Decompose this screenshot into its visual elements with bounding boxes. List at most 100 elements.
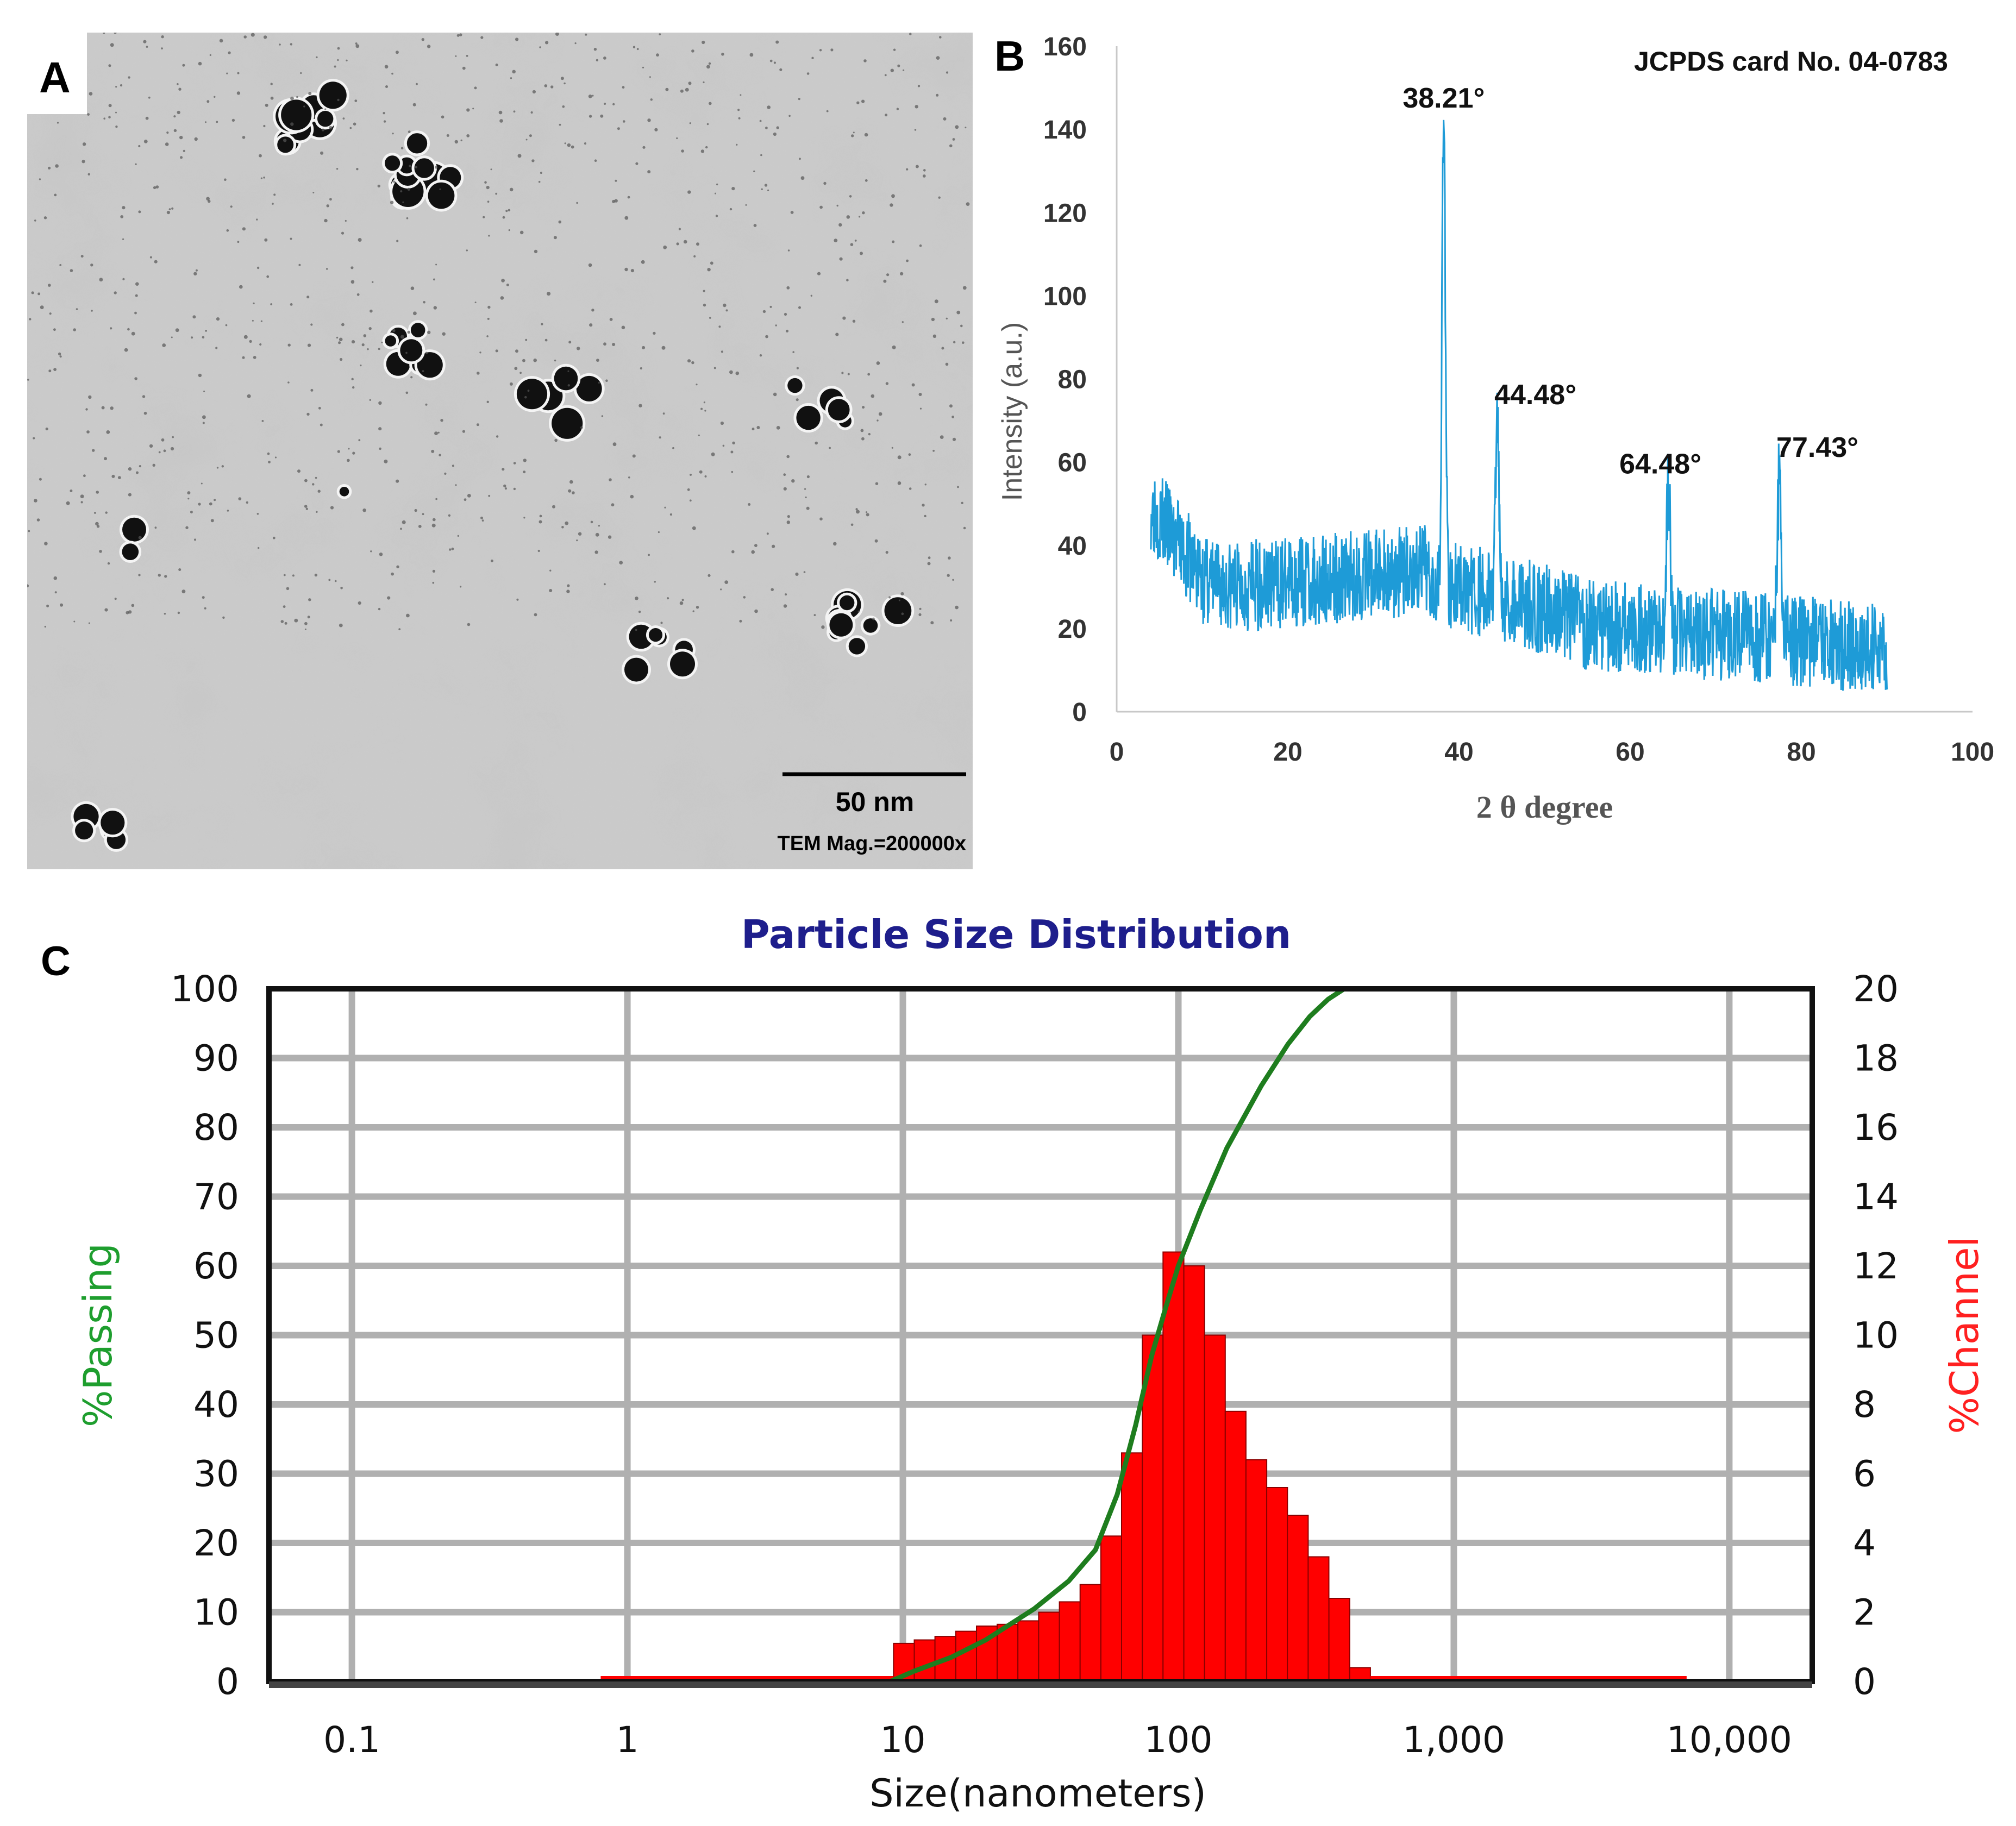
speckle: [377, 184, 380, 188]
nanoparticle: [828, 399, 850, 421]
speckle: [558, 220, 562, 224]
speckle: [788, 115, 791, 117]
speckle: [341, 231, 345, 235]
speckle: [850, 523, 854, 526]
psd-x-tick-label: 0.1: [323, 1719, 380, 1761]
speckle: [876, 419, 879, 422]
nanoparticle: [400, 339, 423, 362]
speckle: [320, 423, 323, 426]
nanoparticle: [410, 323, 425, 337]
speckle: [172, 436, 174, 438]
speckle: [947, 574, 950, 577]
speckle: [203, 390, 205, 392]
speckle: [888, 596, 891, 599]
speckle: [866, 513, 869, 517]
speckle: [704, 410, 706, 412]
speckle: [592, 95, 594, 97]
speckle: [885, 382, 889, 385]
speckle: [775, 40, 779, 44]
speckle: [127, 328, 130, 331]
speckle: [55, 164, 59, 168]
speckle: [683, 240, 687, 244]
speckle: [856, 101, 860, 104]
speckle: [265, 103, 268, 107]
speckle: [435, 166, 438, 169]
speckle: [898, 599, 900, 601]
xrd-x-axis-label: 2 θ degree: [1476, 789, 1613, 825]
speckle: [924, 514, 926, 518]
psd-left-tick-label: 70: [193, 1176, 239, 1218]
speckle: [957, 486, 959, 488]
speckle: [691, 49, 694, 53]
speckle: [700, 149, 705, 153]
speckle: [324, 108, 327, 110]
speckle: [216, 467, 219, 469]
speckle: [434, 431, 438, 435]
speckle: [76, 308, 78, 310]
speckle: [826, 110, 829, 112]
speckle: [687, 488, 690, 491]
speckle: [565, 521, 569, 525]
speckle: [405, 352, 408, 354]
speckle: [243, 35, 247, 39]
speckle: [676, 137, 678, 140]
speckle: [708, 574, 711, 577]
speckle: [264, 238, 268, 242]
speckle: [764, 184, 768, 187]
speckle: [490, 559, 493, 562]
speckle: [242, 356, 245, 359]
speckle: [754, 609, 758, 613]
speckle: [298, 263, 301, 266]
psd-title: Particle Size Distribution: [741, 912, 1291, 957]
speckle: [316, 56, 318, 59]
speckle: [329, 126, 333, 130]
speckle: [370, 550, 372, 553]
xrd-card-label: JCPDS card No. 04-0783: [1634, 46, 1948, 77]
speckle: [379, 447, 381, 450]
speckle: [696, 242, 699, 246]
speckle: [932, 449, 935, 452]
speckle: [306, 296, 310, 299]
speckle: [225, 324, 228, 327]
psd-right-tick-label: 8: [1853, 1384, 1876, 1426]
speckle: [767, 189, 769, 191]
speckle: [934, 299, 938, 304]
speckle: [698, 434, 700, 436]
speckle: [266, 275, 270, 278]
speckle: [239, 285, 243, 289]
speckle: [919, 607, 922, 610]
speckle: [529, 134, 532, 137]
speckle: [956, 310, 961, 315]
speckle: [605, 379, 608, 382]
speckle: [594, 550, 598, 554]
speckle: [273, 193, 276, 196]
speckle: [654, 581, 656, 583]
speckle: [859, 216, 861, 218]
speckle: [923, 169, 926, 172]
speckle: [687, 190, 691, 194]
speckle: [590, 520, 593, 524]
speckle: [779, 68, 782, 71]
speckle: [862, 406, 865, 409]
speckle: [623, 120, 625, 123]
speckle: [751, 550, 755, 554]
speckle: [638, 610, 641, 613]
speckle: [410, 286, 415, 290]
speckle: [400, 528, 402, 530]
nanoparticle: [398, 157, 415, 174]
speckle: [416, 83, 418, 85]
speckle: [202, 422, 205, 424]
speckle: [114, 291, 117, 294]
speckle: [207, 199, 211, 203]
speckle: [703, 303, 706, 307]
speckle: [161, 35, 164, 39]
psd-channel-bar: [1059, 1601, 1081, 1682]
psd-right-tick-label: 4: [1853, 1522, 1876, 1564]
speckle: [396, 565, 399, 568]
speckle: [396, 479, 399, 483]
speckle: [915, 165, 919, 168]
speckle: [656, 53, 659, 57]
speckle: [803, 571, 806, 573]
speckle: [83, 474, 86, 478]
speckle: [906, 168, 909, 171]
